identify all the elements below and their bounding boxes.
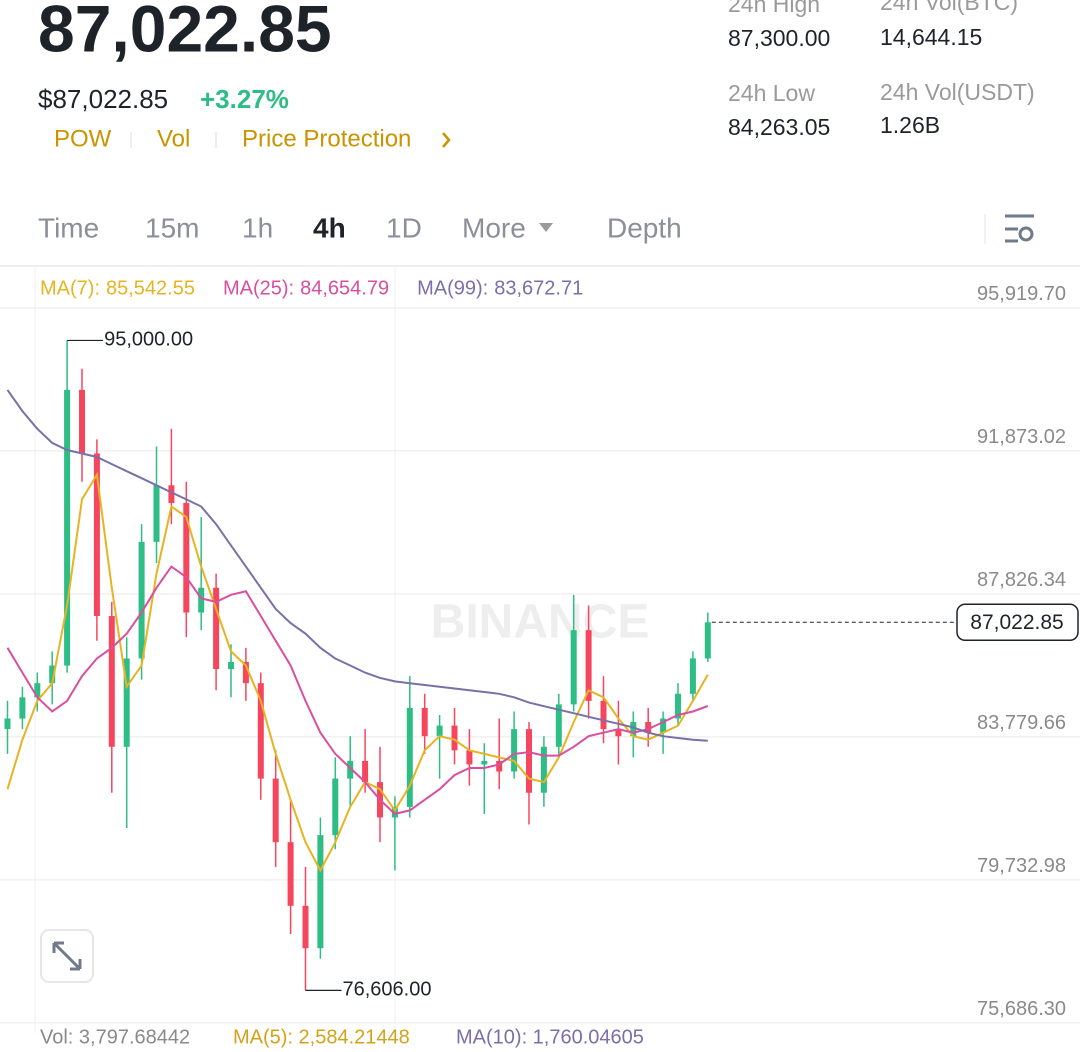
legend-value: 85,542.55 (106, 277, 195, 299)
candle-body (228, 661, 234, 670)
stat-value: 84,263.05 (728, 114, 830, 140)
tab-bar: Time 15m 1h 4h 1D More Depth (38, 212, 682, 243)
last-price-label: 87,022.85 (970, 611, 1063, 634)
candle-body (421, 707, 428, 737)
candle-body (64, 389, 71, 666)
candle-body (34, 683, 41, 698)
candle-body (600, 700, 607, 730)
volume-stat: MA(5): 2,584.21448 (233, 1026, 410, 1048)
main-price: 87,022.85 (38, 0, 332, 65)
candle-body (526, 729, 532, 793)
candle-body (570, 630, 577, 705)
candle-body (689, 658, 696, 694)
candle-body (332, 778, 339, 836)
candle-body (287, 842, 294, 906)
ma-line (6, 389, 708, 742)
candle-body (108, 616, 115, 747)
candle-body (198, 587, 205, 613)
candle-body (123, 658, 130, 747)
candle-body (660, 718, 667, 733)
candle-body (675, 693, 681, 719)
candle-body (466, 750, 473, 765)
candle-body (49, 665, 56, 684)
candle-body (362, 760, 369, 783)
candle-body (168, 485, 175, 503)
candle-body (257, 683, 264, 779)
stat-value: 14,644.15 (880, 24, 982, 50)
usd-price: $87,022.85 (38, 84, 168, 114)
candle-body (406, 707, 413, 807)
ma-line (6, 471, 709, 873)
watermark: BINANCE (431, 596, 650, 649)
candle-body (630, 722, 637, 737)
y-tick-label: 87,826.34 (977, 569, 1066, 591)
high-label: 95,000.00 (104, 329, 193, 351)
tab[interactable]: 15m (145, 212, 199, 243)
candle-body (4, 718, 11, 730)
last-price-box (956, 603, 1079, 642)
candle-body (481, 760, 488, 765)
candle-body (347, 760, 354, 779)
candle-body (302, 905, 309, 949)
candle-body (93, 453, 100, 617)
tab[interactable]: Time (38, 212, 99, 243)
candle-body (615, 729, 622, 737)
candle-body (317, 835, 324, 949)
stat-label: 24h Vol(BTC) (880, 0, 1018, 15)
candle-body (138, 541, 145, 659)
candle-body (555, 704, 562, 747)
candle-body (391, 806, 398, 818)
low-label: 76,606.00 (343, 979, 432, 1001)
tag[interactable]: Vol (157, 125, 190, 152)
stat-label: 24h Low (728, 80, 815, 106)
candle-body (19, 697, 26, 719)
candle-body (451, 725, 458, 751)
chevron (442, 132, 451, 148)
y-tick-label: 79,732.98 (977, 855, 1066, 877)
tag[interactable]: Price Protection (242, 125, 411, 152)
candle-body (511, 729, 518, 772)
settings-icon[interactable] (1005, 214, 1034, 243)
candle-body (645, 722, 652, 733)
tab[interactable]: Depth (607, 212, 682, 243)
y-tick-label: 75,686.30 (977, 998, 1066, 1020)
candle-body (153, 485, 160, 542)
candle-body (585, 630, 592, 701)
volume-stat: Vol: 3,797.68442 (40, 1026, 190, 1048)
y-tick-label: 91,873.02 (977, 426, 1066, 448)
y-tick-label: 83,779.66 (977, 712, 1066, 734)
candle-body (496, 760, 503, 772)
tab[interactable]: More (462, 212, 526, 243)
stat-value: 87,300.00 (728, 25, 830, 51)
more-caret (539, 223, 553, 232)
stat-label: 24h Vol(USDT) (880, 79, 1035, 105)
legend-name: MA(7): (40, 277, 100, 299)
legend-name: MA(99): (417, 277, 488, 299)
legend-value: 84,654.79 (300, 277, 389, 299)
tab[interactable]: 1D (386, 212, 422, 243)
candle-body (79, 389, 85, 454)
y-tick-label: 95,919.70 (977, 283, 1066, 305)
candle-body (213, 587, 220, 670)
tag[interactable]: POW (54, 125, 112, 152)
candle-body (540, 746, 547, 793)
candle-body (272, 778, 279, 843)
candle-body (242, 661, 249, 684)
stat-value: 1.26B (880, 112, 940, 138)
ma-line (6, 565, 709, 815)
candle-body (704, 622, 711, 659)
tab[interactable]: 1h (242, 212, 273, 243)
change: +3.27% (200, 84, 289, 114)
volume-stat: MA(10): 1,760.04605 (456, 1026, 644, 1048)
candle-body (183, 502, 190, 613)
candle-body (436, 725, 443, 737)
legend-value: 83,672.71 (494, 277, 583, 299)
stat-label: 24h High (728, 0, 820, 17)
legend-name: MA(25): (223, 277, 294, 299)
expand-button[interactable] (40, 929, 94, 983)
tab[interactable]: 4h (313, 212, 346, 243)
